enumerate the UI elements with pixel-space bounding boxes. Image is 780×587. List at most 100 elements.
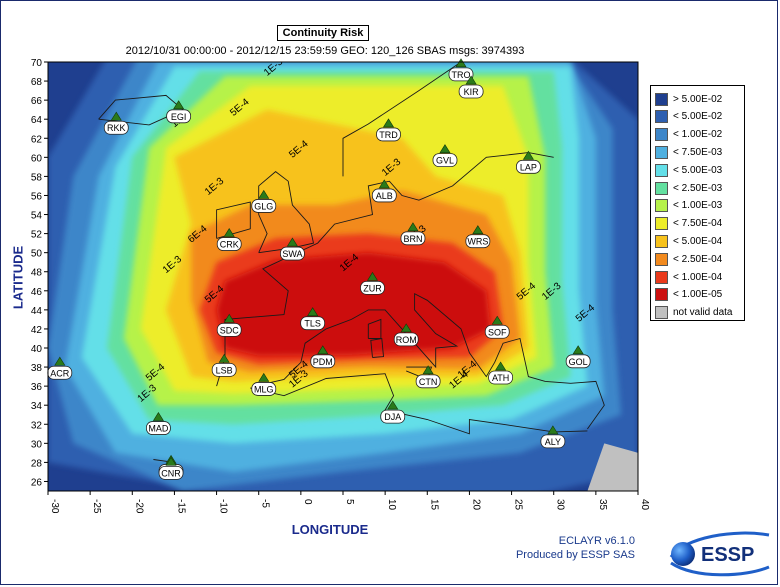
- legend-label: not valid data: [673, 307, 733, 319]
- station-label: CNR: [161, 468, 181, 478]
- y-tick-label: 56: [31, 191, 43, 202]
- station-marker-icon: [472, 225, 484, 234]
- station-dja: DJA: [380, 400, 406, 424]
- station-tls: TLS: [300, 307, 326, 331]
- legend-swatch: [655, 110, 668, 124]
- chart-title: Continuity Risk: [277, 25, 369, 41]
- y-tick-label: 66: [31, 96, 43, 107]
- station-sdc: SDC: [216, 313, 242, 337]
- y-tick-label: 52: [31, 230, 43, 241]
- coastline-3: [216, 201, 251, 239]
- station-marker-icon: [307, 307, 319, 316]
- y-tick-label: 38: [31, 363, 43, 374]
- y-tick-label: 28: [31, 458, 43, 469]
- station-label-box: [376, 127, 401, 142]
- station-label-box: [488, 370, 514, 385]
- essp-logo: ESSP: [669, 531, 770, 577]
- station-label: SOF: [488, 327, 507, 337]
- station-label: ACR: [50, 368, 70, 378]
- station-marker-icon: [547, 425, 559, 435]
- station-label: SWA: [282, 249, 302, 259]
- station-marker-icon: [495, 361, 507, 371]
- legend-item: < 1.00E-04: [655, 268, 722, 286]
- station-marker-icon: [223, 313, 235, 323]
- y-tick-label: 58: [31, 172, 43, 183]
- x-axis-label: LONGITUDE: [291, 522, 369, 537]
- station-label-box: [216, 237, 242, 251]
- x-tick-label: 25: [513, 499, 524, 511]
- station-mad: MAD: [146, 411, 171, 435]
- x-tick-label: 15: [428, 499, 439, 511]
- y-tick-label: 62: [31, 134, 43, 145]
- station-marker-icon: [439, 144, 451, 153]
- x-tick-label: -20: [133, 499, 144, 514]
- legend-label: > 5.00E-02: [673, 93, 723, 105]
- legend-label: < 2.50E-04: [673, 253, 723, 265]
- chart-subtitle: 2012/10/31 00:00:00 - 2012/12/15 23:59:5…: [125, 45, 525, 57]
- station-label: ALB: [376, 191, 393, 201]
- y-tick-label: 34: [31, 401, 43, 412]
- legend-swatch: [655, 252, 668, 266]
- station-marker-icon: [522, 150, 534, 160]
- legend-label: < 1.00E-04: [673, 271, 723, 283]
- legend-swatch: [655, 181, 668, 195]
- legend-label: < 7.50E-04: [673, 218, 723, 230]
- station-label-box: [458, 84, 484, 99]
- station-label: GOL: [569, 357, 588, 367]
- legend-label: < 1.00E-02: [673, 129, 723, 141]
- station-gvl: GVL: [432, 144, 458, 168]
- station-wrs: WRS: [465, 225, 491, 249]
- legend-item: > 5.00E-02: [655, 90, 722, 108]
- station-swa: SWA: [280, 237, 305, 261]
- x-tick-label: 0: [302, 499, 313, 505]
- logo-ball-icon: [671, 542, 695, 566]
- legend-swatch: [655, 234, 668, 248]
- y-tick-label: 40: [31, 344, 43, 355]
- station-marker-icon: [407, 222, 419, 232]
- legend-swatch: [655, 199, 668, 213]
- x-tick-label: -15: [175, 499, 186, 514]
- station-label-box: [393, 332, 419, 347]
- station-brn: BRN: [400, 222, 426, 246]
- station-label: EGI: [171, 112, 187, 122]
- coastline-7: [250, 373, 588, 435]
- station-label: ATH: [492, 373, 509, 383]
- legend-item: < 7.50E-03: [655, 143, 722, 161]
- legend-item: < 5.00E-03: [655, 161, 722, 179]
- legend-item: < 2.50E-04: [655, 250, 722, 268]
- legend-item: not valid data: [655, 304, 733, 322]
- station-label-box: [516, 159, 541, 174]
- station-label-box: [280, 246, 305, 261]
- y-tick-label: 46: [31, 287, 43, 298]
- risk-band-11: [216, 252, 491, 356]
- station-label: MAD: [148, 424, 169, 434]
- station-label: ALY: [545, 437, 561, 447]
- station-label: SDC: [220, 325, 240, 335]
- station-marker-icon: [258, 372, 270, 382]
- station-label-box: [211, 362, 237, 377]
- station-marker-icon: [382, 118, 395, 128]
- station-tro: TRO: [448, 58, 474, 82]
- station-label: MLG: [254, 384, 274, 394]
- station-label-box: [310, 354, 336, 369]
- legend-label: < 1.00E-03: [673, 200, 723, 212]
- station-marker-icon: [455, 58, 467, 68]
- station-marker-icon: [223, 227, 235, 237]
- station-zur: ZUR: [360, 271, 385, 295]
- y-tick-label: 44: [31, 306, 43, 317]
- y-tick-label: 30: [31, 439, 43, 450]
- station-label-box: [465, 234, 491, 249]
- y-tick-label: 70: [31, 58, 43, 69]
- station-label-box: [300, 316, 326, 331]
- station-lsb: LSB: [211, 353, 237, 377]
- station-label-box: [146, 421, 171, 435]
- station-label-box: [166, 109, 192, 124]
- y-axis-label: LATITUDE: [10, 245, 26, 310]
- x-tick-label: -25: [91, 499, 102, 514]
- station-label: LAP: [520, 162, 537, 172]
- station-kir: KIR: [458, 75, 484, 99]
- station-pdm: PDM: [310, 345, 336, 369]
- legend-swatch: [655, 128, 668, 142]
- legend-item: < 2.50E-03: [655, 179, 722, 197]
- station-marker-icon: [54, 356, 66, 366]
